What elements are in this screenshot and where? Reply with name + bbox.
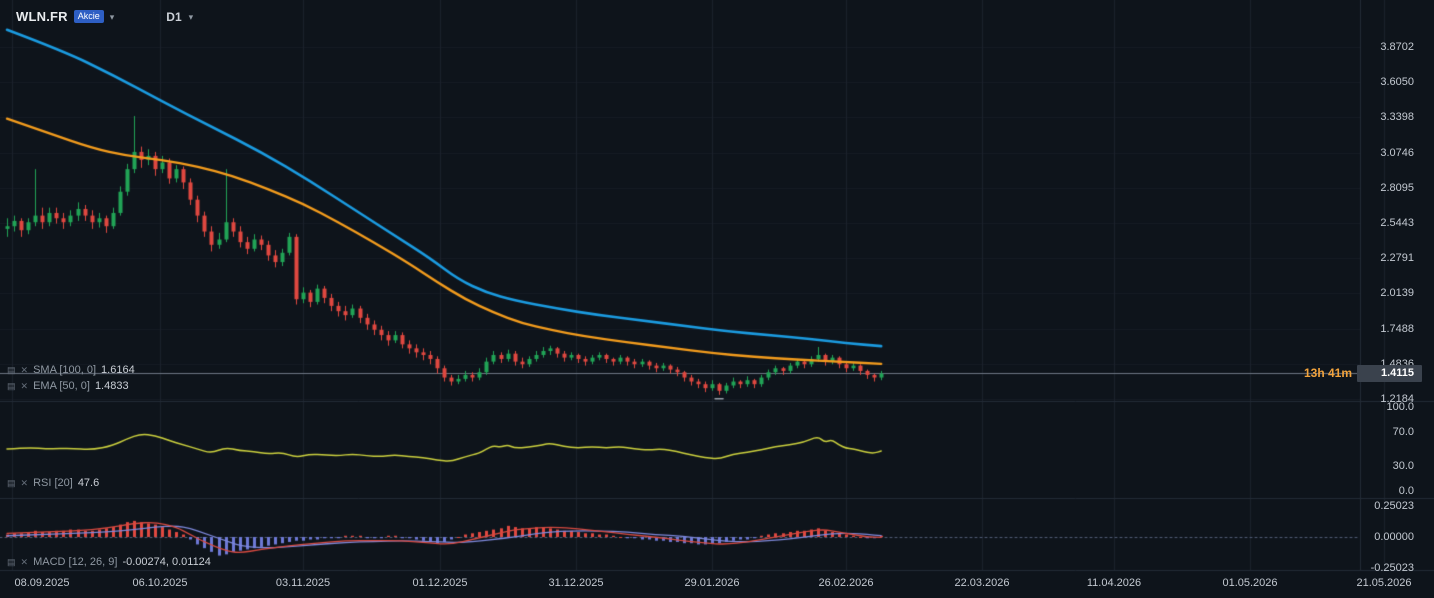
price-axis-label: 3.0746: [1380, 147, 1414, 159]
market-type-badge: Akcie: [73, 10, 104, 23]
rsi-label: RSI [20]: [33, 477, 73, 489]
price-axis-label: 1.7488: [1380, 323, 1414, 335]
macd-axis-label: 0.25023: [1374, 500, 1414, 512]
date-label: 01.05.2026: [1222, 577, 1278, 589]
rsi-indicator-row: ▤ ✕ RSI [20] 47.6: [7, 477, 99, 489]
current-price-badge: 1.4115: [1357, 364, 1422, 382]
indicator-settings-icon[interactable]: ▤: [7, 365, 16, 375]
rsi-axis-label: 30.0: [1392, 460, 1414, 472]
rsi-axis-label: 0.0: [1398, 485, 1414, 497]
macd-axis-label: 0.00000: [1374, 531, 1414, 543]
price-axis-label: 2.8095: [1380, 182, 1414, 194]
date-label: 06.10.2025: [132, 577, 188, 589]
date-label: 08.09.2025: [14, 577, 70, 589]
date-label: 31.12.2025: [548, 577, 604, 589]
rsi-axis-label: 70.0: [1392, 426, 1414, 438]
bar-countdown: 13h 41m: [1303, 365, 1352, 380]
timeframe-selector[interactable]: D1 ▾: [166, 10, 193, 24]
indicator-settings-icon[interactable]: ▤: [7, 478, 16, 488]
time-scale[interactable]: 08.09.2025 06.10.2025 03.11.2025 01.12.2025…: [0, 570, 1434, 598]
date-label: 26.02.2026: [818, 577, 874, 589]
symbol-selector[interactable]: WLN.FR Akcie ▾: [16, 9, 114, 24]
date-label: 03.11.2025: [275, 577, 331, 589]
price-scale[interactable]: 3.8702 3.6050 3.3398 3.0746 2.8095 2.5443 2.27…: [1356, 0, 1422, 574]
ema-indicator-row: ▤ ✕ EMA [50, 0] 1.4833: [7, 380, 129, 392]
rsi-axis-label: 100.0: [1386, 401, 1414, 413]
indicator-remove-icon[interactable]: ✕: [20, 365, 29, 375]
macd-axis-label: -0.25023: [1370, 562, 1414, 574]
price-axis-label: 1.2184: [1380, 393, 1414, 405]
price-axis-label: 3.6050: [1380, 76, 1414, 88]
indicator-settings-icon[interactable]: ▤: [7, 381, 16, 391]
macd-indicator-row: ▤ ✕ MACD [12, 26, 9] -0.00274, 0.01124: [7, 556, 211, 568]
current-price-value: 1.4115: [1380, 366, 1414, 379]
price-axis-label: 3.8702: [1380, 41, 1414, 53]
symbol-name: WLN.FR: [16, 9, 68, 24]
ema-label: EMA [50, 0]: [33, 380, 90, 392]
sma-value: 1.6164: [101, 364, 135, 376]
date-label: 01.12.2025: [412, 577, 468, 589]
indicator-settings-icon[interactable]: ▤: [7, 557, 16, 567]
indicator-remove-icon[interactable]: ✕: [20, 381, 29, 391]
date-label: 29.01.2026: [684, 577, 740, 589]
chart-header: WLN.FR Akcie ▾ D1 ▾: [16, 9, 193, 24]
price-axis-label: 3.3398: [1380, 111, 1414, 123]
sma-label: SMA [100, 0]: [33, 364, 97, 376]
ema-value: 1.4833: [94, 380, 129, 392]
date-label: 21.05.2026: [1356, 577, 1412, 589]
macd-label: MACD [12, 26, 9]: [33, 556, 118, 568]
price-axis-label: 2.2791: [1380, 252, 1414, 264]
sma-indicator-row: ▤ ✕ SMA [100, 0] 1.6164: [7, 364, 135, 376]
indicator-remove-icon[interactable]: ✕: [20, 557, 29, 567]
price-axis-label: 2.5443: [1380, 217, 1414, 229]
date-label: 11.04.2026: [1086, 577, 1142, 589]
macd-value: -0.00274, 0.01124: [122, 556, 211, 568]
rsi-value: 47.6: [77, 477, 100, 489]
price-axis-label: 2.0139: [1380, 287, 1414, 299]
timeframe-label: D1: [166, 9, 182, 24]
date-label: 22.03.2026: [954, 577, 1010, 589]
chevron-down-icon: ▾: [109, 11, 115, 22]
indicator-remove-icon[interactable]: ✕: [20, 478, 29, 488]
chevron-down-icon: ▾: [188, 11, 194, 22]
